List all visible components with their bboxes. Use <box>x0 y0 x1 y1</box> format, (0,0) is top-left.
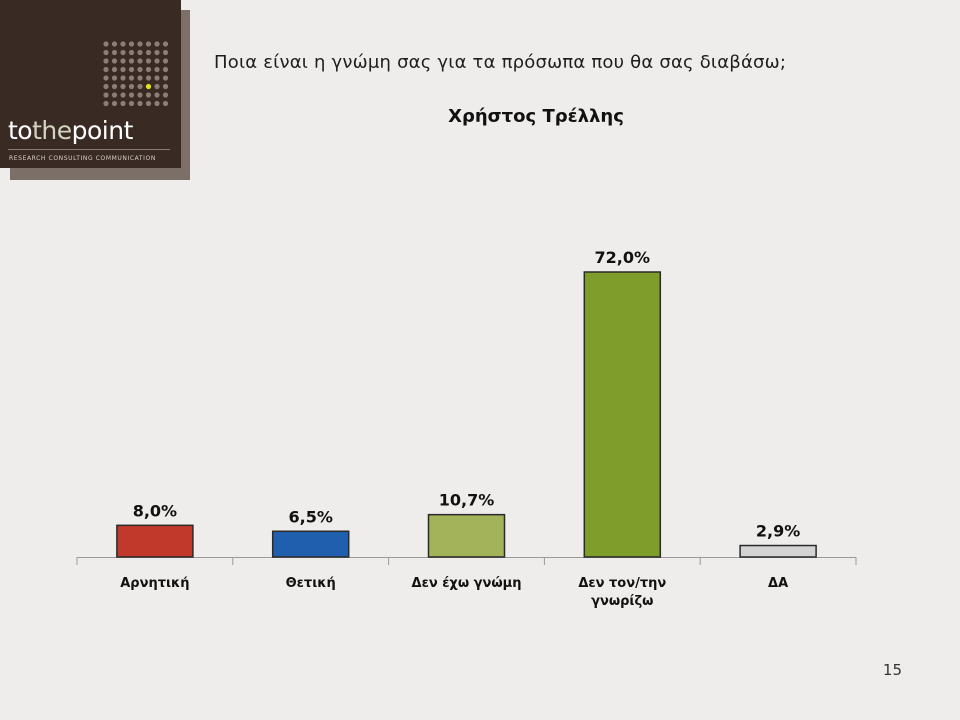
logo-dot <box>103 100 109 107</box>
bar-2 <box>271 530 350 558</box>
data-label-1: 8,0% <box>133 501 177 520</box>
logo-dot <box>137 41 143 47</box>
logo-dot <box>128 75 135 81</box>
logo-dot <box>137 58 143 64</box>
data-label-2: 6,5% <box>289 507 333 526</box>
category-label-line: Αρνητική <box>120 576 190 591</box>
logo-accent-dot <box>145 83 152 90</box>
logo-dot <box>128 58 135 64</box>
logo-dot <box>145 75 152 81</box>
logo-dot <box>111 92 118 98</box>
logo-dot <box>137 49 143 56</box>
logo-dot <box>120 58 126 64</box>
logo-dot <box>162 83 169 90</box>
logo-dot <box>120 92 126 98</box>
category-label-line: γνωρίζω <box>591 594 654 609</box>
logo-dot <box>128 41 135 47</box>
logo-wordmark: tothepoint <box>8 116 133 145</box>
logo-dot <box>162 41 169 47</box>
category-label-line: Θετική <box>285 576 336 591</box>
logo-divider <box>8 149 170 150</box>
logo-dot <box>128 83 135 90</box>
logo-tagline: RESEARCH CONSULTING COMMUNICATION <box>9 155 156 162</box>
category-label-line: ΔΑ <box>768 576 789 591</box>
chart-title: Χρήστος Τρέλλης <box>448 106 624 127</box>
logo-dot <box>154 75 160 81</box>
logo-dot <box>162 66 169 73</box>
bar-5 <box>739 544 817 558</box>
logo-dot <box>154 100 160 107</box>
logo-dot <box>120 49 126 56</box>
bar-3 <box>427 513 506 558</box>
logo-dot <box>162 100 169 107</box>
data-label-3: 10,7% <box>439 491 495 510</box>
logo-dot <box>154 92 160 98</box>
category-label-1: Αρνητική <box>80 575 230 593</box>
logo-dot-grid <box>103 41 169 107</box>
logo-dot <box>103 75 109 81</box>
page-number: 15 <box>882 661 902 679</box>
logo-dot <box>111 58 118 64</box>
logo-dot <box>154 58 160 64</box>
logo-dot <box>111 100 118 107</box>
category-label-3: Δεν έχω γνώμη <box>392 575 542 593</box>
logo-dot <box>154 49 160 56</box>
logo-dot <box>137 92 143 98</box>
logo-dot <box>103 92 109 98</box>
logo-dot <box>145 41 152 47</box>
logo-dot <box>128 92 135 98</box>
logo-dot <box>137 75 143 81</box>
logo-dot <box>128 49 135 56</box>
question-text: Ποια είναι η γνώμη σας για τα πρόσωπα πο… <box>214 52 787 73</box>
logo-dot <box>103 49 109 56</box>
logo-dot <box>111 83 118 90</box>
logo-dot <box>145 58 152 64</box>
logo-dot <box>154 41 160 47</box>
logo-dot <box>111 75 118 81</box>
logo-dot <box>137 66 143 73</box>
category-label-line: Δεν τον/την <box>578 576 667 591</box>
logo-dot <box>103 83 109 90</box>
logo-dot <box>154 66 160 73</box>
logo-dot <box>120 66 126 73</box>
logo-dot <box>120 83 126 90</box>
logo-dot <box>145 100 152 107</box>
logo-dot <box>111 41 118 47</box>
logo-dot <box>137 100 143 107</box>
logo-dot <box>128 100 135 107</box>
logo-dot <box>120 75 126 81</box>
logo-dot <box>111 66 118 73</box>
logo-dot <box>162 75 169 81</box>
logo-dot <box>145 49 152 56</box>
logo-dot <box>111 49 118 56</box>
logo-dot <box>103 58 109 64</box>
data-label-5: 2,9% <box>756 522 800 541</box>
category-label-line: Δεν έχω γνώμη <box>411 576 522 591</box>
bar-4 <box>583 271 662 558</box>
company-logo: tothepoint RESEARCH CONSULTING COMMUNICA… <box>0 0 181 168</box>
logo-dot <box>120 100 126 107</box>
logo-dot <box>162 58 169 64</box>
logo-dot <box>145 92 152 98</box>
bar-1 <box>116 524 194 558</box>
logo-dot <box>103 66 109 73</box>
logo-dot <box>137 83 143 90</box>
logo-dot <box>154 83 160 90</box>
data-label-4: 72,0% <box>595 248 651 267</box>
logo-dot <box>120 41 126 47</box>
category-label-5: ΔΑ <box>703 575 853 593</box>
logo-dot <box>162 49 169 56</box>
logo-dot <box>162 92 169 98</box>
logo-dot <box>145 66 152 73</box>
category-label-4: Δεν τον/την γνωρίζω <box>547 575 697 611</box>
logo-dot <box>128 66 135 73</box>
logo-dot <box>103 41 109 47</box>
category-label-2: Θετική <box>236 575 386 593</box>
